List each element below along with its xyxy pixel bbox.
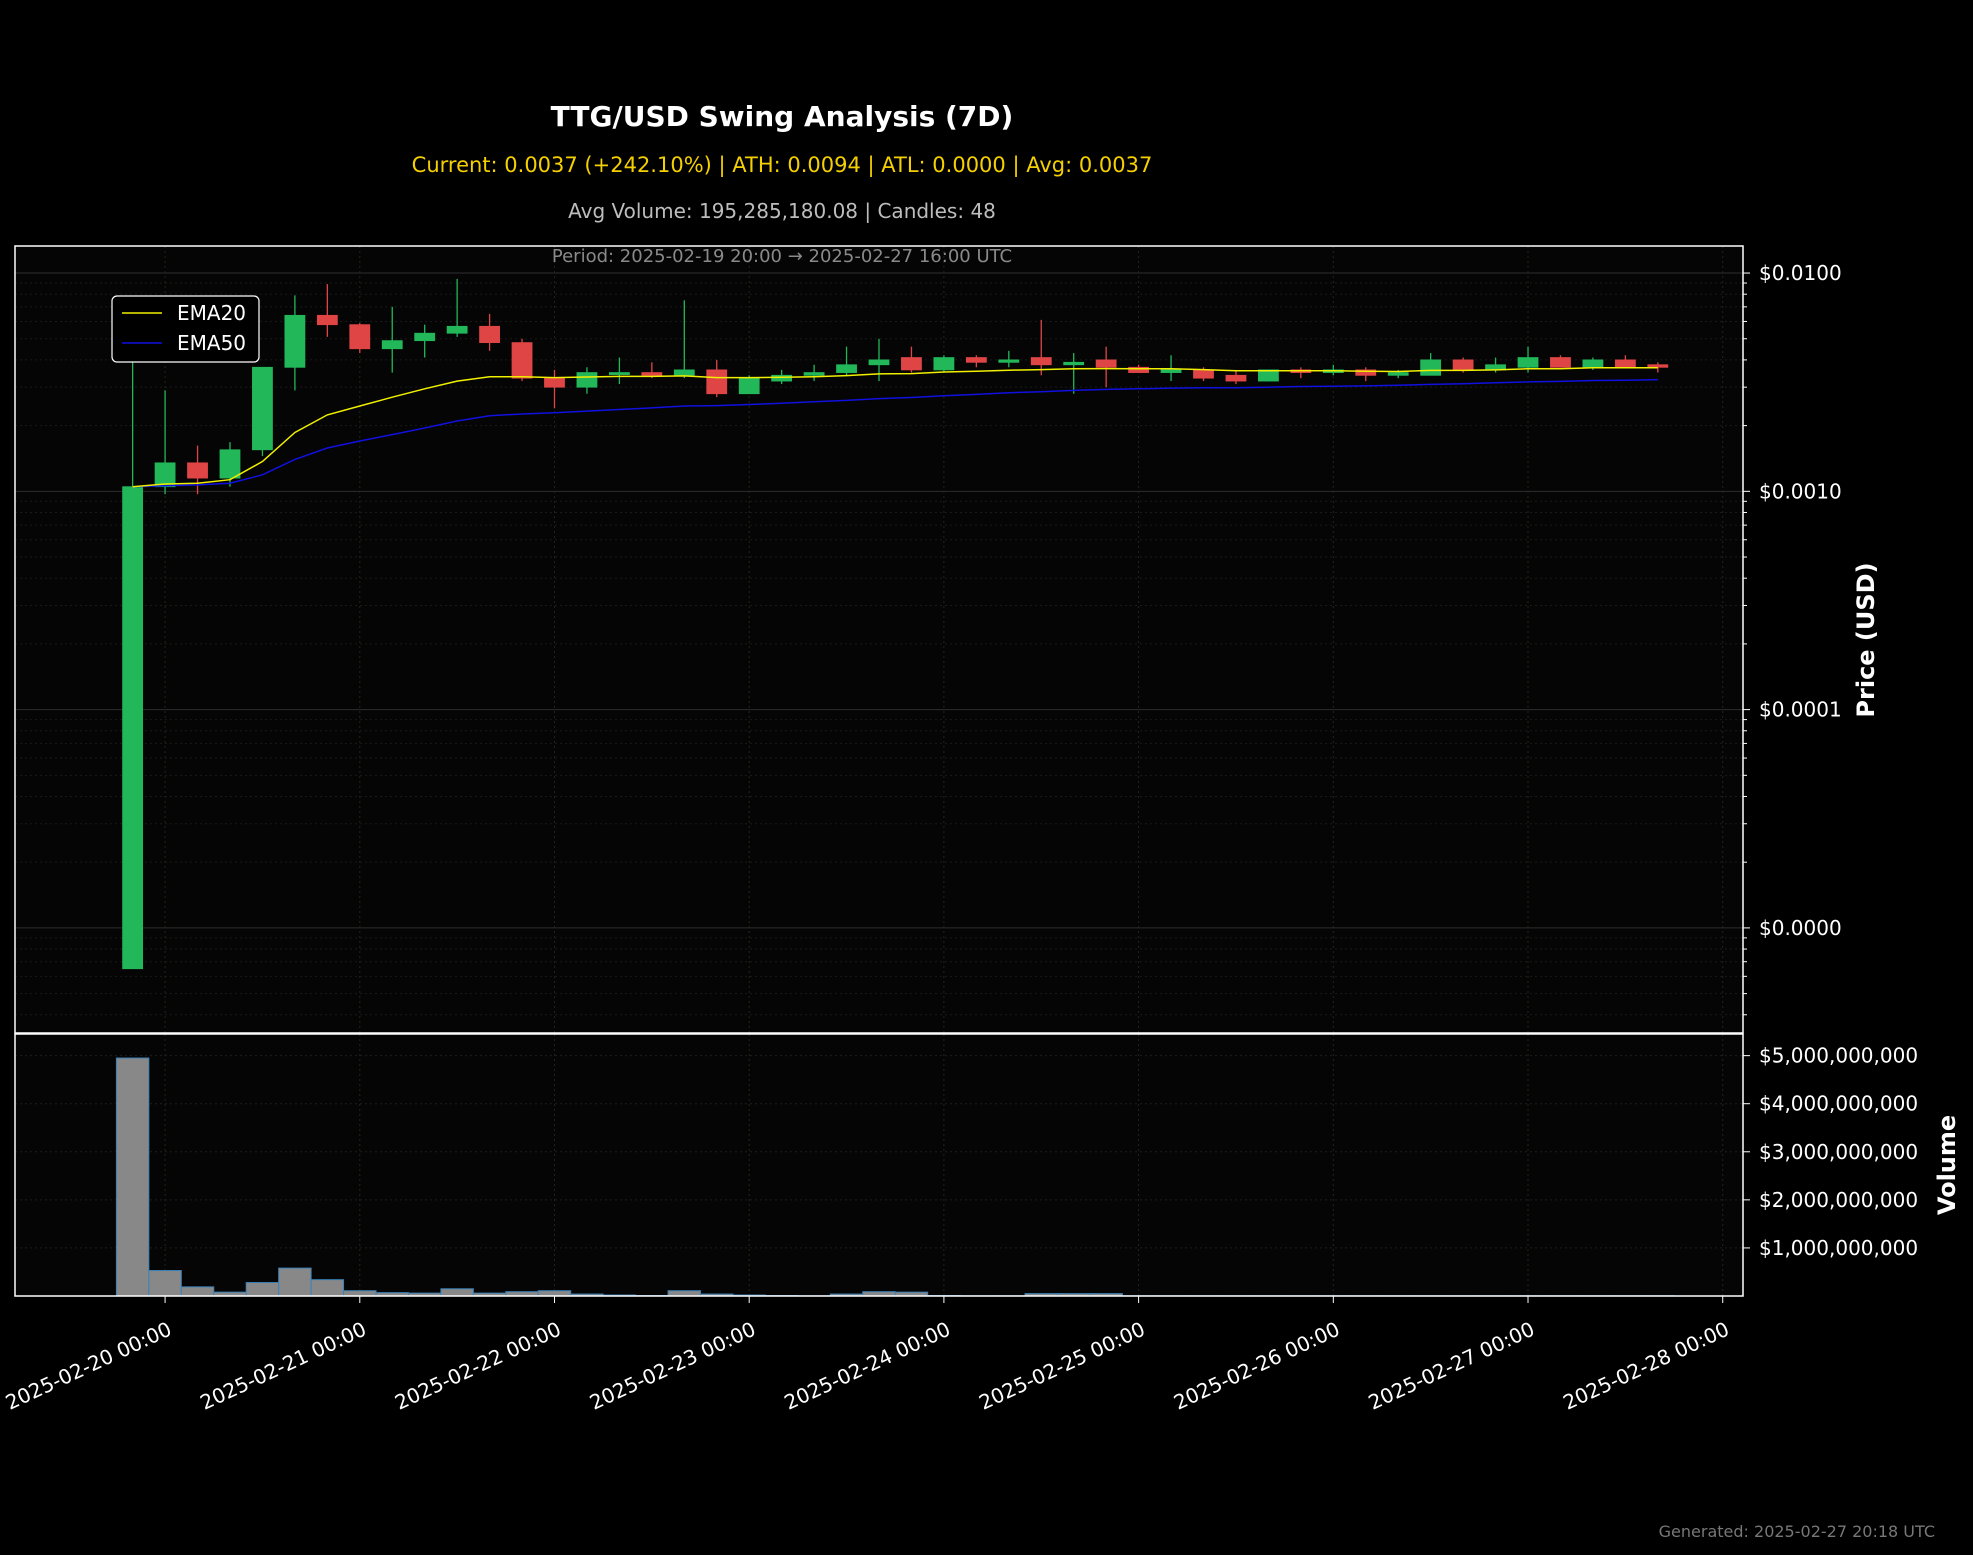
volume-panel: $1,000,000,000 $2,000,000,000 $3,000,000,0… xyxy=(14,1033,1961,1297)
volume-bar xyxy=(148,1270,182,1297)
candle-body xyxy=(868,359,890,366)
candle-body xyxy=(1063,361,1085,366)
candle-body xyxy=(544,377,565,388)
volume-bar xyxy=(440,1288,474,1297)
candle-body xyxy=(1160,369,1182,373)
volume-bar xyxy=(245,1282,280,1297)
volume-tick-label: $5,000,000,000 xyxy=(1759,1044,1918,1068)
candle-body xyxy=(803,372,825,376)
candle-body xyxy=(576,372,598,388)
candle-body xyxy=(933,357,955,371)
candle-body xyxy=(998,359,1020,363)
period-label: Period: 2025-02-19 20:00 → 2025-02-27 16… xyxy=(552,246,1012,267)
candle-body xyxy=(154,462,176,488)
volume-bar xyxy=(278,1267,312,1297)
candle-body xyxy=(1452,359,1474,371)
candle-body xyxy=(641,372,663,376)
candle-body xyxy=(284,314,306,368)
candle-body xyxy=(187,462,208,479)
candle-body xyxy=(1420,359,1442,376)
volume-bar xyxy=(343,1290,377,1297)
candle-body xyxy=(1517,357,1539,368)
candle-body xyxy=(901,357,922,371)
candle-body xyxy=(706,369,728,395)
volume-tick-label: $4,000,000,000 xyxy=(1759,1092,1918,1116)
volume-tick-label: $3,000,000,000 xyxy=(1759,1140,1918,1164)
price-grid xyxy=(15,272,1750,1016)
candle-body xyxy=(446,325,468,334)
candle-body xyxy=(1647,364,1669,368)
candle-body xyxy=(1225,374,1247,382)
candle-body xyxy=(219,449,241,479)
volume-grid xyxy=(15,1034,1743,1296)
candle-body xyxy=(608,372,630,375)
candle-body xyxy=(771,374,793,382)
candle-body xyxy=(349,324,371,350)
volume-bar xyxy=(310,1279,345,1297)
price-tick-label: $0.0100 xyxy=(1759,261,1842,285)
ema20-line xyxy=(132,367,1658,488)
candle-body xyxy=(381,340,403,350)
chart-subtitle: Current: 0.0037 (+242.10%) | ATH: 0.0094… xyxy=(412,153,1153,178)
price-frame xyxy=(14,245,1744,1034)
candle-body xyxy=(1355,369,1377,376)
candle-body xyxy=(1258,369,1279,382)
generated-footer: Generated: 2025-02-27 20:18 UTC xyxy=(1659,1522,1935,1541)
candle-body xyxy=(673,369,695,376)
candle-body xyxy=(316,314,338,326)
volume-bar xyxy=(180,1286,215,1297)
chart-subtitle-volume: Avg Volume: 195,285,180.08 | Candles: 48 xyxy=(568,199,996,223)
legend: EMA20 EMA50 xyxy=(111,295,260,363)
candle-body xyxy=(1128,366,1150,373)
candle-body xyxy=(511,342,533,379)
candle-body xyxy=(414,332,436,342)
ema50-line xyxy=(132,378,1658,488)
candle-body xyxy=(1550,357,1571,368)
volume-frame xyxy=(14,1033,1744,1297)
volume-axis-label: Volume xyxy=(1933,1115,1961,1215)
volume-axis: $1,000,000,000 $2,000,000,000 $3,000,000,0… xyxy=(1743,1044,1918,1260)
volume-bar xyxy=(667,1290,702,1297)
candle-body xyxy=(836,364,857,373)
candle-body xyxy=(965,357,987,363)
price-tick-label: $0.0010 xyxy=(1759,479,1842,503)
volume-plot-area xyxy=(15,1034,1743,1296)
volume-tick-label: $2,000,000,000 xyxy=(1759,1188,1918,1212)
legend-ema20-label: EMA20 xyxy=(177,301,246,325)
price-axis: $0.0100 $0.0010 $0.0001 $0.0000 xyxy=(1759,261,1842,940)
legend-ema50-label: EMA50 xyxy=(177,331,246,355)
candle-body xyxy=(1193,369,1214,379)
price-tick-label: $0.0000 xyxy=(1759,916,1842,940)
volume-bar xyxy=(537,1290,572,1297)
candle-body xyxy=(1030,357,1052,366)
candle-body xyxy=(252,366,273,451)
chart-title: TTG/USD Swing Analysis (7D) xyxy=(551,100,1014,133)
candle-body xyxy=(479,325,500,344)
price-axis-label: Price (USD) xyxy=(1852,562,1880,717)
candle-body xyxy=(1582,359,1604,368)
volume-tick-label: $1,000,000,000 xyxy=(1759,1236,1918,1260)
candle-body xyxy=(1387,372,1409,376)
volume-bar xyxy=(115,1057,150,1297)
candle-body xyxy=(738,377,760,395)
candle-body xyxy=(1095,359,1117,368)
price-tick-label: $0.0001 xyxy=(1759,698,1842,722)
price-panel: Period: 2025-02-19 20:00 → 2025-02-27 16… xyxy=(14,245,1880,1034)
candle-body xyxy=(122,486,144,970)
candle-body xyxy=(1614,359,1636,368)
